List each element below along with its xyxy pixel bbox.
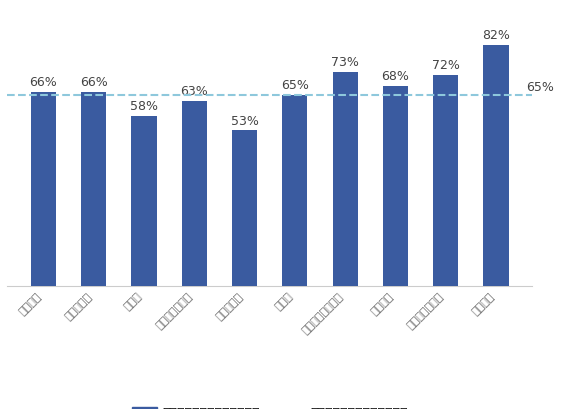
Bar (333, 72, 357, 286)
Bar (383, 86, 408, 286)
Text: 65%: 65% (281, 79, 309, 92)
Legend: 专业省内院校招生计划数占比, 整体省内院校招生计划数占比: 专业省内院校招生计划数占比, 整体省内院校招生计划数占比 (126, 402, 413, 409)
Bar (81, 92, 106, 286)
Bar (132, 116, 157, 286)
Bar (282, 95, 307, 286)
Text: 72%: 72% (432, 58, 460, 72)
Text: 63%: 63% (180, 85, 208, 98)
Bar (31, 92, 56, 286)
Text: 66%: 66% (80, 76, 107, 89)
Bar (433, 74, 458, 286)
Bar (232, 130, 257, 286)
Text: 82%: 82% (482, 29, 510, 42)
Text: 73%: 73% (331, 56, 359, 69)
Text: 53%: 53% (230, 115, 259, 128)
Text: 66%: 66% (30, 76, 57, 89)
Text: 68%: 68% (382, 70, 409, 83)
Bar (182, 101, 207, 286)
Bar (483, 45, 509, 286)
Text: 58%: 58% (130, 100, 158, 113)
Text: 65%: 65% (526, 81, 554, 94)
